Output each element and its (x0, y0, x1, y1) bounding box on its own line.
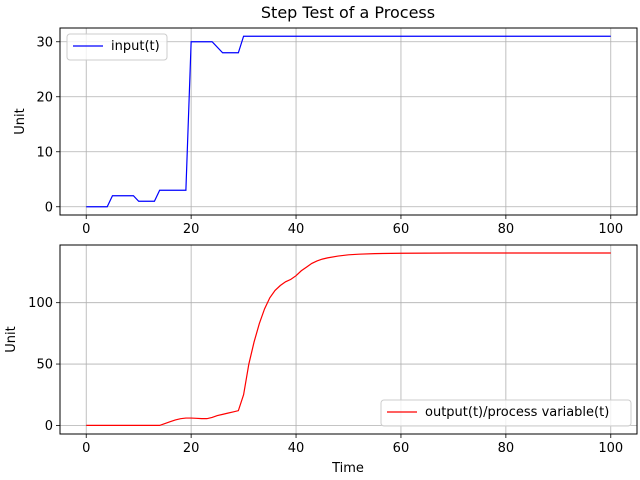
x-tick-label: 60 (393, 222, 410, 237)
x-tick-label: 100 (598, 222, 623, 237)
legend-box-top (66, 33, 168, 61)
ticks-bottom: 0 20 40 60 80 100 0 50 100 (28, 296, 623, 456)
x-tick-label: 80 (498, 441, 515, 456)
axes-frame-top (59, 27, 638, 216)
y-tick-label: 10 (36, 145, 53, 160)
y-tick-label: 20 (36, 90, 53, 105)
series-line-top-0 (86, 35, 611, 208)
x-tick-label: 20 (183, 441, 200, 456)
x-tick-label: 0 (82, 222, 90, 237)
chart-title: Step Test of a Process (261, 3, 435, 22)
y-tick-label: 30 (36, 35, 53, 50)
legend-bottom: output(t)/process variable(t) (380, 399, 632, 427)
x-tick-label: 80 (498, 222, 515, 237)
x-axis-label: Time (331, 461, 364, 476)
axes-frame-bottom (59, 244, 638, 435)
legend-label-output: output(t)/process variable(t) (425, 405, 609, 420)
y-axis-label-bottom: Unit (4, 326, 19, 352)
legend-label-input: input(t) (111, 39, 160, 54)
y-tick-label: 50 (36, 358, 53, 373)
y-tick-label: 0 (45, 419, 53, 434)
y-tick-label: 0 (45, 200, 53, 215)
ticks-top: 0 20 40 60 80 100 0 10 20 30 (36, 35, 623, 237)
x-tick-label: 0 (82, 441, 90, 456)
legend-top: input(t) (66, 33, 168, 61)
series-line-bottom-0 (86, 252, 611, 427)
legend-box-bottom (380, 399, 632, 427)
x-tick-label: 60 (393, 441, 410, 456)
x-tick-label: 20 (183, 222, 200, 237)
x-tick-label: 40 (288, 222, 305, 237)
y-tick-label: 100 (28, 296, 53, 311)
x-tick-label: 100 (598, 441, 623, 456)
x-tick-label: 40 (288, 441, 305, 456)
y-axis-label-top: Unit (13, 108, 28, 134)
series-top (86, 35, 611, 208)
subplot-output: 0 20 40 60 80 100 0 50 100 Unit Time output(t)/p… (4, 244, 638, 476)
series-bottom (86, 252, 611, 427)
subplot-input: Step Test of a Process 0 20 40 60 80 100 0 10 20… (13, 3, 638, 237)
